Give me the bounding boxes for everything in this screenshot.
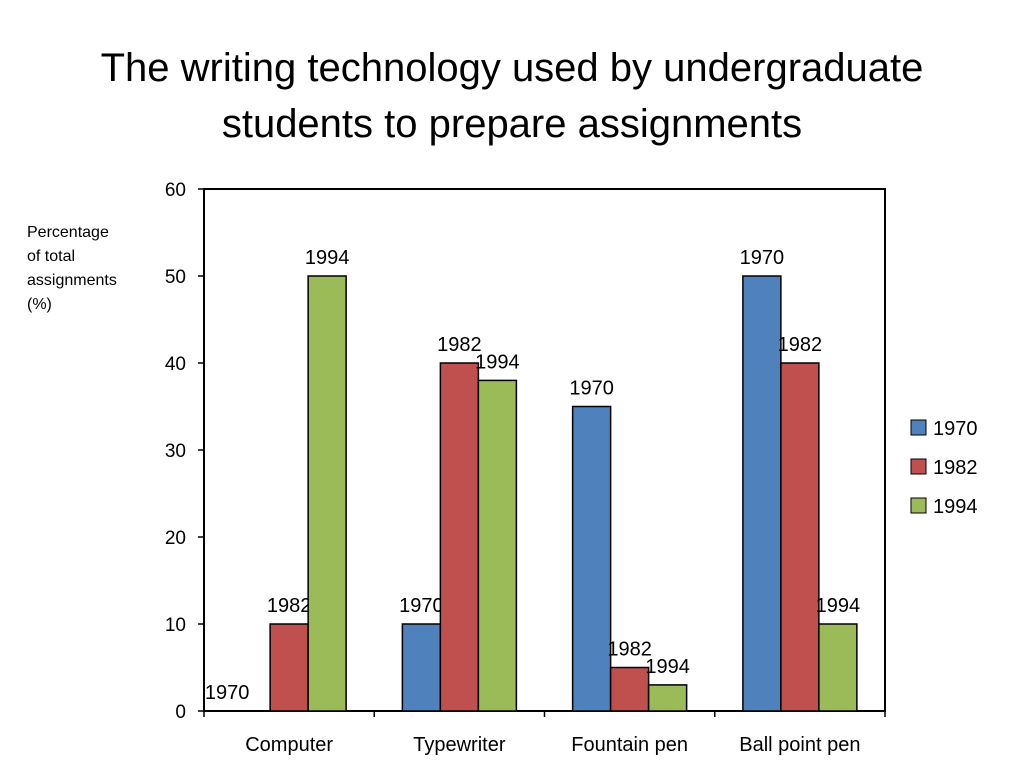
legend-label: 1970 <box>933 418 978 440</box>
y-axis-label-line-1: Percentage <box>27 224 109 241</box>
bar-data-label: 1994 <box>305 247 350 269</box>
x-tick-label: Typewriter <box>413 734 506 756</box>
bar-typewriter-1970 <box>401 623 442 712</box>
y-tick-label: 30 <box>165 441 186 462</box>
bar-data-label: 1970 <box>205 682 250 704</box>
bar-ball-point-pen-1970 <box>742 275 782 712</box>
slide-title: The writing technology used by undergrad… <box>0 40 1024 152</box>
bar-data-label: 1982 <box>607 639 652 661</box>
bar-ball-point-pen-1994 <box>818 623 858 712</box>
y-tick-label: 60 <box>165 180 186 201</box>
bar-data-label: 1982 <box>437 334 482 356</box>
y-tick-label: 20 <box>165 528 186 549</box>
bar-fountain-pen-1970 <box>571 405 612 712</box>
legend-swatch-1994 <box>910 497 927 514</box>
bar-fountain-pen-1982 <box>609 666 650 712</box>
legend-swatch-1982 <box>910 458 927 475</box>
bar-ball-point-pen-1982 <box>780 362 820 712</box>
legend-swatch-1970 <box>910 419 927 436</box>
bar-fountain-pen-1994 <box>647 684 688 712</box>
bar-data-label: 1994 <box>475 351 520 373</box>
slide-title-line-2: students to prepare assignments <box>221 102 803 146</box>
bar-typewriter-1982 <box>439 362 480 712</box>
bar-typewriter-1994 <box>477 379 518 712</box>
legend-label: 1994 <box>933 496 978 518</box>
bar-data-label: 1970 <box>569 378 614 400</box>
slide-title-line-1: The writing technology used by undergrad… <box>100 46 924 90</box>
bar-computer-1994 <box>307 275 347 712</box>
bar-data-label: 1994 <box>645 656 690 678</box>
x-tick-label: Computer <box>245 734 333 756</box>
y-axis-label-line-3: assignments <box>27 272 117 289</box>
bar-data-label: 1970 <box>740 247 785 269</box>
bar-data-label: 1994 <box>816 595 861 617</box>
bar-computer-1982 <box>269 623 309 712</box>
x-tick-label: Ball point pen <box>739 734 860 756</box>
y-tick-label: 10 <box>165 615 186 636</box>
y-tick-label: 40 <box>165 354 186 375</box>
y-axis-label-line-4: (%) <box>27 296 52 313</box>
y-tick-label: 0 <box>175 702 186 723</box>
bar-data-label: 1982 <box>267 595 312 617</box>
legend-label: 1982 <box>933 457 978 479</box>
x-tick-label: Fountain pen <box>571 734 688 756</box>
y-axis-label-line-2: of total <box>27 248 75 265</box>
bar-data-label: 1970 <box>399 595 444 617</box>
y-tick-label: 50 <box>165 267 186 288</box>
bar-data-label: 1982 <box>778 334 823 356</box>
